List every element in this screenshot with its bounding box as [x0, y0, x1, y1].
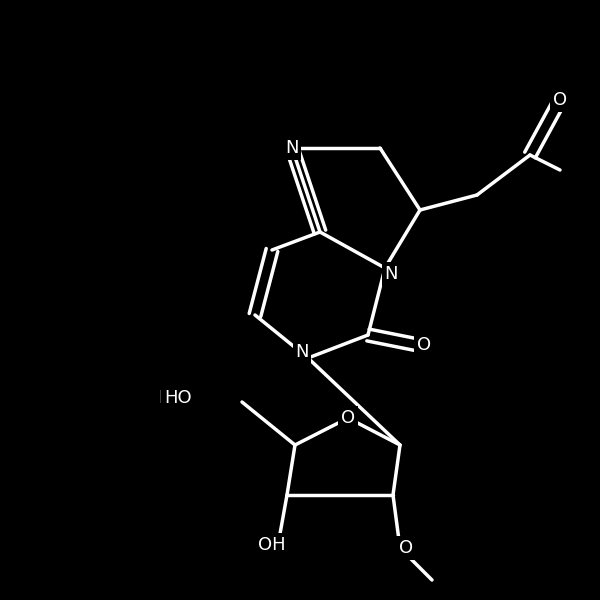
Text: OH: OH [258, 536, 286, 554]
Text: O: O [399, 539, 413, 557]
Text: O: O [553, 91, 567, 109]
Text: HO: HO [164, 389, 192, 407]
Text: N: N [384, 265, 398, 283]
Text: HO: HO [158, 389, 186, 407]
Text: O: O [417, 336, 431, 354]
Text: N: N [285, 139, 299, 157]
Text: N: N [295, 343, 309, 361]
Text: O: O [341, 409, 355, 427]
